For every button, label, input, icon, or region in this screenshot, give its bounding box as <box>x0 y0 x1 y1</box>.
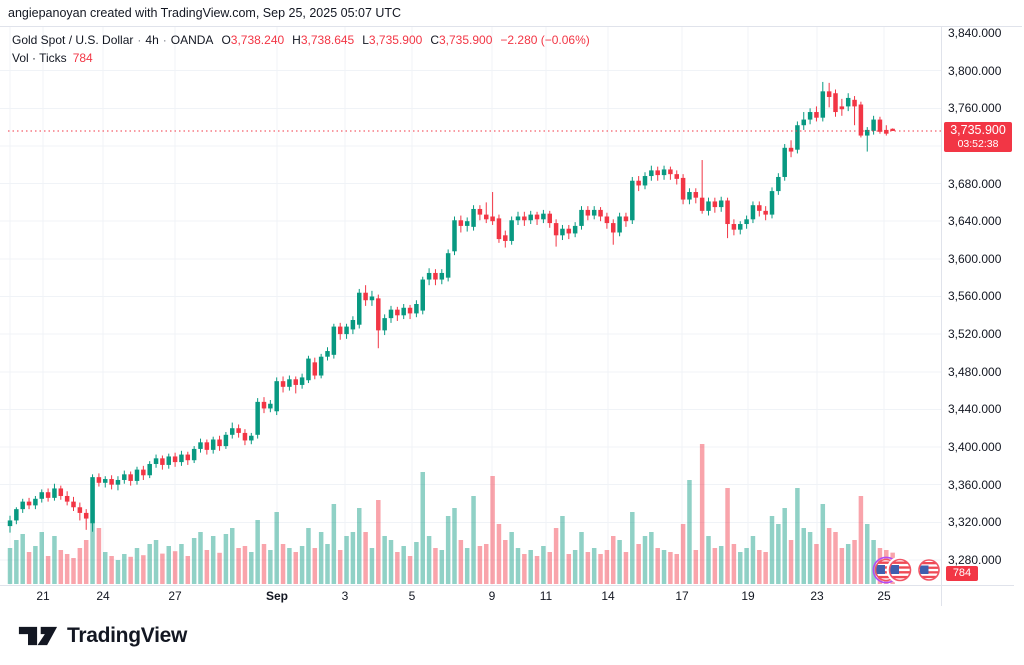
legend: Gold Spot / U.S. Dollar · 4h · OANDA O3,738.2… <box>12 31 590 67</box>
price-tick-label: 3,560.000 <box>948 289 1002 304</box>
time-tick-label: 25 <box>877 589 891 603</box>
attribution-bar: angiepanoyan created with TradingView.co… <box>0 0 1022 27</box>
open-label: O <box>221 33 231 47</box>
low-value: 3,735.900 <box>368 33 423 47</box>
close-value: 3,735.900 <box>438 33 493 47</box>
price-tick-label: 3,520.000 <box>948 327 1002 342</box>
brand-name[interactable]: TradingView <box>67 623 188 647</box>
legend-separator: · <box>137 33 142 47</box>
price-tick-label: 3,440.000 <box>948 402 1002 417</box>
time-tick-label: 11 <box>539 589 553 603</box>
time-tick-label: 27 <box>168 589 182 603</box>
interval-label[interactable]: 4h <box>145 33 159 47</box>
time-tick-label: 9 <box>488 589 496 603</box>
time-tick-label: 14 <box>601 589 615 603</box>
volume-value: 784 <box>72 51 93 65</box>
attribution-text: angiepanoyan created with TradingView.co… <box>8 6 402 20</box>
price-axis-separator <box>941 27 942 606</box>
bar-countdown: 03:52:38 <box>957 137 999 150</box>
time-tick-label: 17 <box>675 589 689 603</box>
volume-indicator-label[interactable]: Vol · Ticks <box>12 51 67 65</box>
chart-area: Gold Spot / U.S. Dollar · 4h · OANDA O3,738.2… <box>0 26 1024 606</box>
footer: TradingView <box>0 606 1024 665</box>
price-tick-label: 3,640.000 <box>948 214 1002 229</box>
legend-volume-line: Vol · Ticks 784 <box>12 49 590 67</box>
candlestick-chart-canvas[interactable] <box>0 27 941 585</box>
price-tick-label: 3,320.000 <box>948 515 1002 530</box>
high-label: H <box>292 33 301 47</box>
symbol-title[interactable]: Gold Spot / U.S. Dollar <box>12 33 134 47</box>
price-tick-label: 3,280.000 <box>948 552 1002 567</box>
change-value: −2.280 (−0.06%) <box>500 33 590 47</box>
time-tick-label: 24 <box>96 589 110 603</box>
legend-separator: · <box>162 33 167 47</box>
low-label: L <box>362 33 369 47</box>
price-tick-label: 3,480.000 <box>948 364 1002 379</box>
legend-symbol-line: Gold Spot / U.S. Dollar · 4h · OANDA O3,738.2… <box>12 31 590 49</box>
price-tick-label: 3,800.000 <box>948 63 1002 78</box>
time-tick-label: 3 <box>341 589 349 603</box>
time-tick-label: 19 <box>741 589 755 603</box>
exchange-label[interactable]: OANDA <box>170 33 214 47</box>
price-tick-label: 3,400.000 <box>948 440 1002 455</box>
tradingview-logo-icon[interactable] <box>18 625 58 647</box>
close-label: C <box>430 33 439 47</box>
time-tick-label: 21 <box>36 589 50 603</box>
price-tick-label: 3,760.000 <box>948 101 1002 116</box>
axis-corner-separator <box>941 586 942 607</box>
last-price-value: 3,735.900 <box>950 122 1006 137</box>
price-tick-label: 3,840.000 <box>948 26 1002 40</box>
instrument-logos-icon <box>872 556 940 584</box>
price-tick-label: 3,360.000 <box>948 477 1002 492</box>
volume-axis-badge: 784 <box>946 566 978 581</box>
high-value: 3,738.645 <box>300 33 355 47</box>
open-value: 3,738.240 <box>230 33 285 47</box>
time-axis[interactable]: 21 24 27 Sep 3 5 9 11 14 17 19 23 25 <box>0 585 1014 607</box>
time-tick-label: Sep <box>265 589 289 603</box>
time-tick-label: 5 <box>408 589 416 603</box>
price-tick-label: 3,600.000 <box>948 251 1002 266</box>
last-price-label: 3,735.900 03:52:38 <box>944 121 1012 152</box>
price-tick-label: 3,680.000 <box>948 176 1002 191</box>
time-tick-label: 23 <box>810 589 824 603</box>
